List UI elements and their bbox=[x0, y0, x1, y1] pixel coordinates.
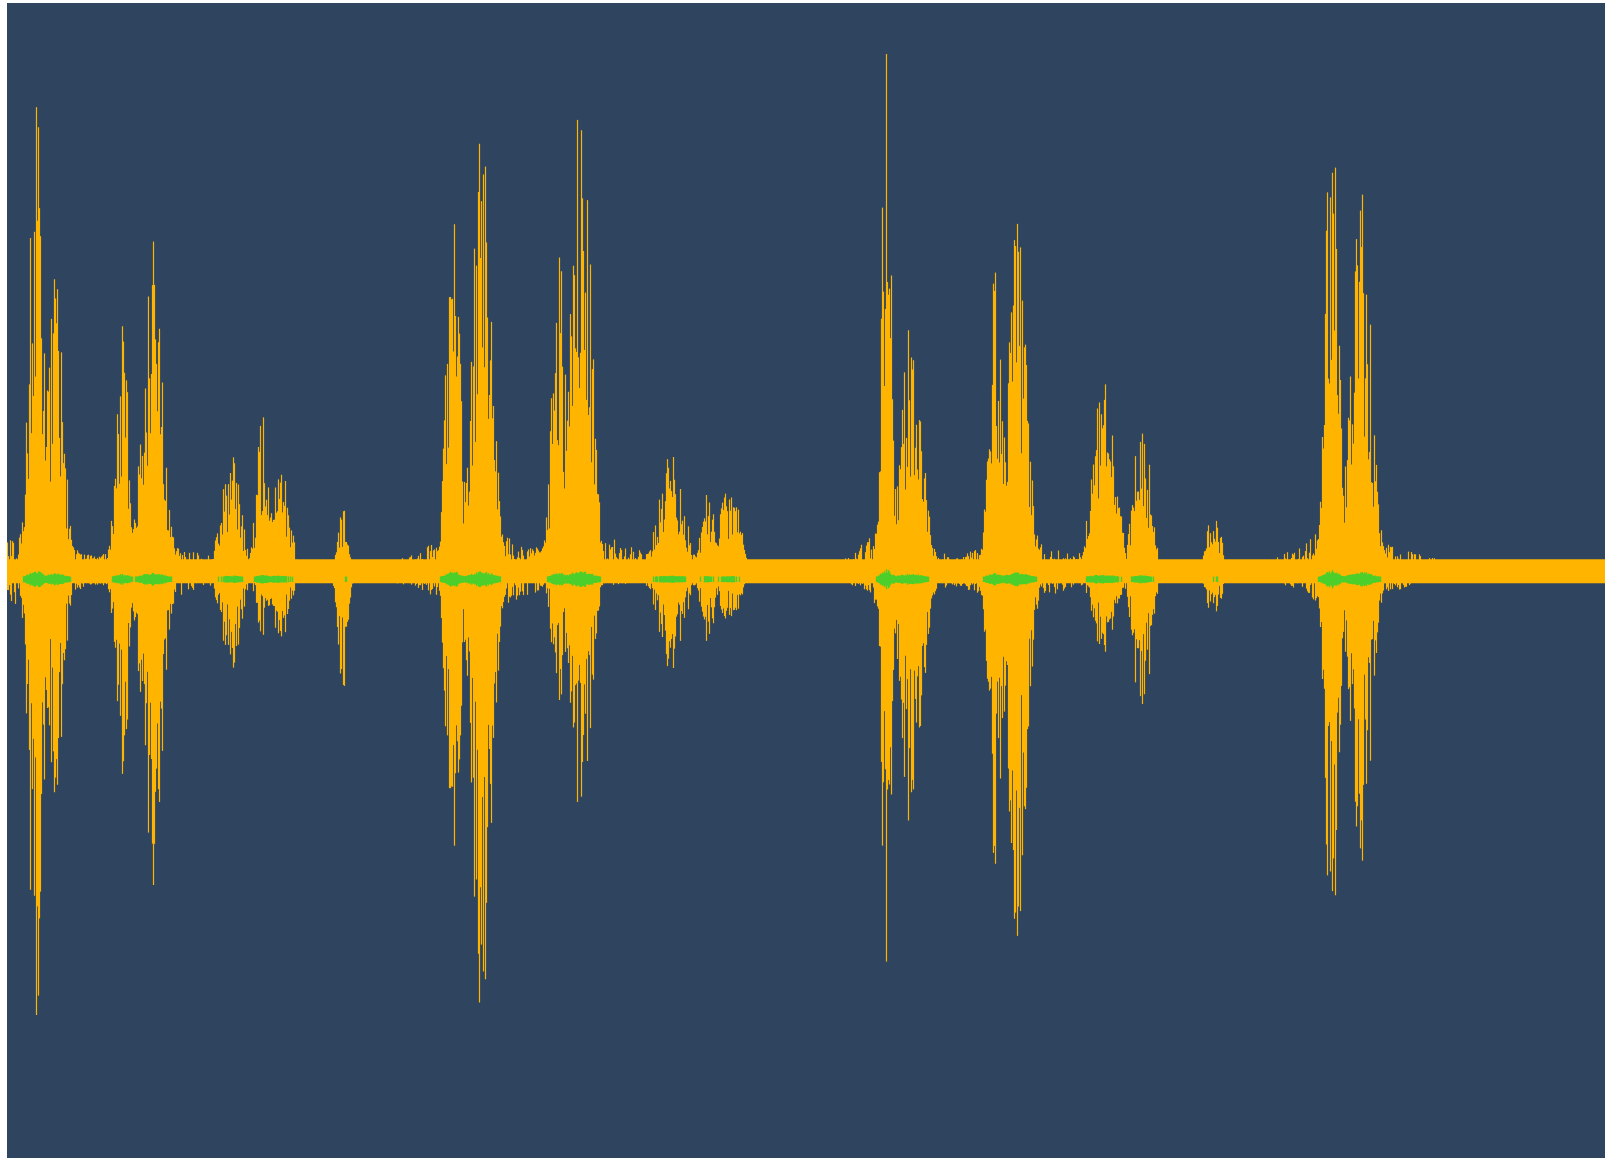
waveform-panel bbox=[7, 3, 1605, 1158]
waveform-plot bbox=[7, 3, 1605, 1158]
secondary-waveform-series bbox=[22, 569, 1382, 590]
